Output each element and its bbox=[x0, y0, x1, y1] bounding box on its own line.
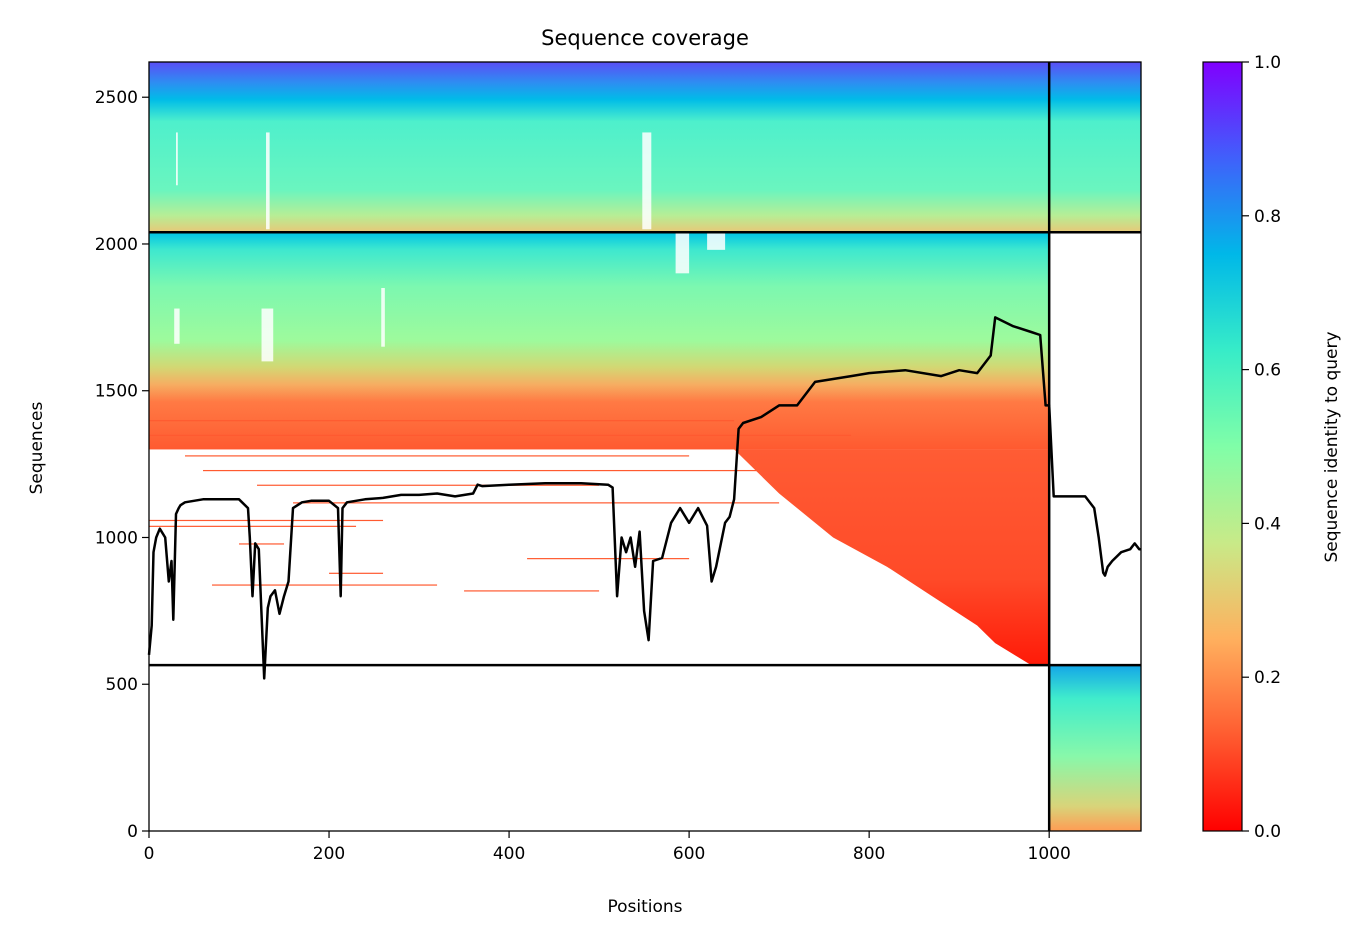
x-tick-label-200: 200 bbox=[313, 844, 345, 864]
x-tick-label-400: 400 bbox=[493, 844, 525, 864]
heatmap bbox=[149, 62, 1141, 831]
y-axis-label: Sequences bbox=[27, 402, 47, 495]
chart-title: Sequence coverage bbox=[541, 26, 749, 50]
coverage-block-1 bbox=[149, 62, 1050, 233]
sparse-hit-3 bbox=[257, 484, 600, 486]
coverage-gap-6 bbox=[642, 132, 652, 230]
y-tick-label-1000: 1000 bbox=[95, 528, 138, 548]
sparse-hit-4 bbox=[293, 502, 780, 504]
sparse-hit-6 bbox=[149, 525, 357, 527]
x-tick-label-1000: 1000 bbox=[1028, 844, 1071, 864]
coverage-gap-5 bbox=[176, 132, 178, 186]
coverage-gap-7 bbox=[675, 232, 690, 274]
coverage-block-3 bbox=[149, 232, 1050, 450]
sparse-hit-7 bbox=[239, 543, 285, 545]
plot-frame bbox=[148, 61, 1142, 832]
colorbar-tick-label-0: 0.0 bbox=[1254, 822, 1281, 842]
coverage-gap-4 bbox=[266, 132, 270, 230]
colorbar-tick-label-1: 0.2 bbox=[1254, 668, 1281, 688]
sparse-hit-2 bbox=[203, 469, 1050, 472]
sparse-hit-13 bbox=[149, 434, 852, 436]
colorbar-gradient bbox=[1202, 61, 1243, 832]
y-tick-label-1500: 1500 bbox=[95, 382, 138, 402]
colorbar-label: Sequence identity to query bbox=[1322, 331, 1342, 562]
colorbar-tick-label-5: 1.0 bbox=[1254, 53, 1281, 73]
colorbar-tick-label-2: 0.4 bbox=[1254, 514, 1281, 534]
coverage-block-4 bbox=[1049, 665, 1141, 831]
sparse-hit-12 bbox=[149, 420, 735, 422]
coverage-gap-1 bbox=[174, 308, 180, 344]
sparse-hit-8 bbox=[527, 558, 690, 560]
sparse-hit-1 bbox=[185, 455, 690, 457]
colorbar-tick-label-3: 0.6 bbox=[1254, 361, 1281, 381]
x-tick-label-600: 600 bbox=[673, 844, 705, 864]
coverage-gap-8 bbox=[707, 232, 726, 250]
colorbar-ticks: 0.0 0.2 0.4 0.6 0.8 1.0 bbox=[1242, 53, 1281, 842]
y-tick-label-2000: 2000 bbox=[95, 235, 138, 255]
coverage-gap-2 bbox=[261, 308, 274, 362]
y-tick-label-0: 0 bbox=[127, 822, 138, 842]
x-axis-label: Positions bbox=[607, 897, 682, 917]
sparse-hit-10 bbox=[212, 584, 438, 586]
sparse-hit-11 bbox=[464, 590, 600, 592]
y-tick-label-2500: 2500 bbox=[95, 88, 138, 108]
x-tick-label-0: 0 bbox=[144, 844, 155, 864]
sparse-hit-5 bbox=[149, 519, 384, 522]
colorbar: 0.0 0.2 0.4 0.6 0.8 1.0 Sequence identity to … bbox=[1202, 53, 1342, 842]
y-tick-label-500: 500 bbox=[106, 675, 138, 695]
colorbar-tick-label-4: 0.8 bbox=[1254, 207, 1281, 227]
coverage-block-3-low-identity bbox=[734, 449, 1050, 666]
sparse-hit-9 bbox=[329, 572, 384, 574]
coverage-gap-3 bbox=[381, 288, 385, 347]
axes: 0 200 400 600 800 1000 0 500 1000 1500 2000 2500 bbox=[95, 61, 1142, 864]
coverage-line bbox=[147, 316, 1141, 680]
coverage-block-2 bbox=[1049, 62, 1141, 233]
coverage-curve bbox=[147, 316, 1141, 680]
x-tick-label-800: 800 bbox=[853, 844, 885, 864]
